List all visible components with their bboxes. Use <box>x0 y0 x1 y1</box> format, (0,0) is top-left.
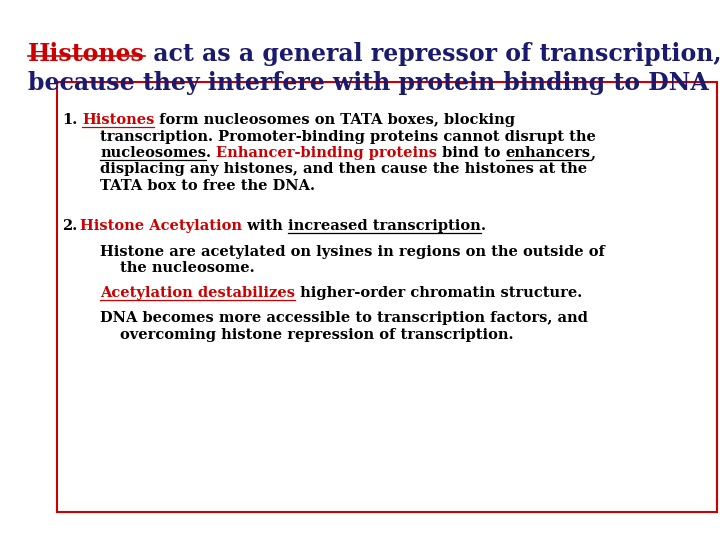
Text: TATA box to free the DNA.: TATA box to free the DNA. <box>100 179 315 193</box>
Text: transcription. Promoter-binding proteins cannot disrupt the: transcription. Promoter-binding proteins… <box>100 130 596 144</box>
Text: 1.: 1. <box>62 113 77 127</box>
Text: Histones: Histones <box>82 113 154 127</box>
Text: 2.: 2. <box>62 219 77 233</box>
Text: higher-order chromatin structure.: higher-order chromatin structure. <box>295 286 582 300</box>
Text: increased transcription: increased transcription <box>288 219 481 233</box>
Text: DNA becomes more accessible to transcription factors, and: DNA becomes more accessible to transcrip… <box>100 311 588 325</box>
Text: nucleosomes: nucleosomes <box>100 146 206 160</box>
Text: Acetylation destabilizes: Acetylation destabilizes <box>100 286 295 300</box>
Text: act as a general repressor of transcription,: act as a general repressor of transcript… <box>145 42 720 66</box>
Text: Histone Acetylation: Histone Acetylation <box>80 219 242 233</box>
Text: because they interfere with protein binding to DNA: because they interfere with protein bind… <box>28 71 708 95</box>
Text: the nucleosome.: the nucleosome. <box>120 261 255 275</box>
Text: ,: , <box>590 146 595 160</box>
Text: Histone are acetylated on lysines in regions on the outside of: Histone are acetylated on lysines in reg… <box>100 245 605 259</box>
Text: form nucleosomes on TATA boxes, blocking: form nucleosomes on TATA boxes, blocking <box>154 113 516 127</box>
Text: .: . <box>481 219 485 233</box>
Text: overcoming histone repression of transcription.: overcoming histone repression of transcr… <box>120 327 513 341</box>
Text: bind to: bind to <box>437 146 505 160</box>
Text: .: . <box>206 146 216 160</box>
Text: enhancers: enhancers <box>505 146 590 160</box>
Text: Enhancer-binding proteins: Enhancer-binding proteins <box>216 146 437 160</box>
Text: Histones: Histones <box>28 42 145 66</box>
Text: displacing any histones, and then cause the histones at the: displacing any histones, and then cause … <box>100 163 587 177</box>
Text: with: with <box>242 219 288 233</box>
